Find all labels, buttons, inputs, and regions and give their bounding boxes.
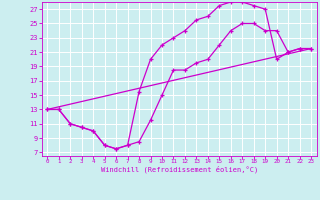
X-axis label: Windchill (Refroidissement éolien,°C): Windchill (Refroidissement éolien,°C) <box>100 166 258 173</box>
